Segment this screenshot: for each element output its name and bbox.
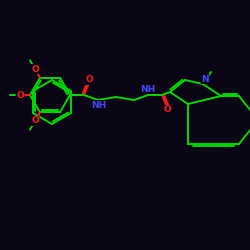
Text: O: O — [85, 76, 93, 84]
Text: O: O — [163, 106, 171, 114]
Text: O: O — [16, 90, 24, 100]
Text: O: O — [31, 116, 39, 126]
Text: N: N — [201, 74, 209, 84]
Text: NH: NH — [140, 84, 156, 94]
Text: O: O — [31, 64, 39, 74]
Text: NH: NH — [92, 100, 106, 110]
